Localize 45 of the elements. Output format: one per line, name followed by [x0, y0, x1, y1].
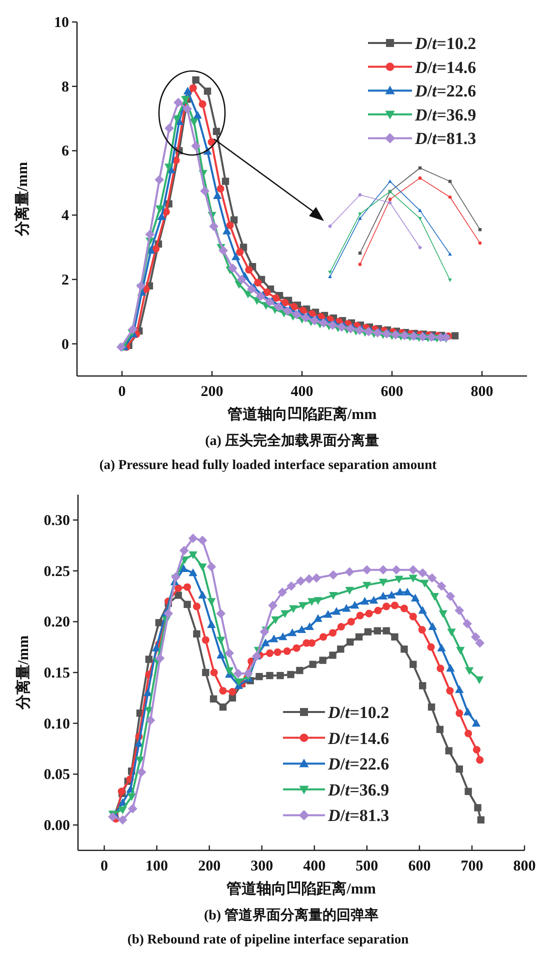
x-tick-label: 0	[118, 384, 126, 400]
x-tick-label: 0	[100, 858, 108, 874]
y-tick-label: 0.30	[44, 513, 70, 530]
x-tick-label: 800	[470, 384, 494, 400]
legend-label: D/t=14.6	[327, 728, 390, 748]
legend-label: D/t=22.6	[327, 754, 390, 774]
y-tick-label: 4	[62, 208, 70, 224]
x-tick-label: 600	[408, 858, 431, 874]
y-tick-label: 0.15	[44, 666, 70, 682]
legend-label: D/t=81.3	[327, 806, 390, 826]
y-tick-label: 0.05	[44, 767, 70, 784]
y-tick-label: 0.20	[44, 614, 70, 631]
y-tick-label: 0.25	[44, 564, 70, 580]
y-tick-label: 10	[54, 15, 69, 31]
y-tick-label: 0	[62, 336, 69, 353]
legend-label: D/t=36.9	[327, 780, 390, 800]
y-tick-label: 0.00	[44, 818, 70, 834]
legend-label: D/t=14.6	[414, 58, 476, 77]
x-axis-title: 管道轴向凹陷距离/mm	[226, 405, 378, 423]
legend-label: D/t=10.2	[414, 34, 476, 53]
text: (b) 管道界面分离量的回弹率	[204, 906, 379, 924]
y-axis-title: 分离量/mm	[13, 161, 31, 238]
text: (b) Rebound rate of pipeline interface separation	[127, 931, 410, 946]
x-tick-label: 100	[146, 858, 168, 874]
legend-label: D/t=22.6	[414, 82, 476, 101]
x-tick-label: 400	[290, 384, 314, 400]
x-tick-label: 800	[513, 858, 536, 874]
x-tick-label: 200	[198, 858, 221, 874]
x-axis-title: 管道轴向凹陷距离/mm	[226, 879, 376, 898]
y-axis-title: 分离量/mm	[14, 634, 32, 711]
x-tick-label: 500	[356, 858, 378, 874]
legend-label: D/t=81.3	[414, 129, 476, 148]
x-tick-label: 200	[200, 384, 224, 400]
legend-label: D/t=10.2	[327, 703, 390, 722]
y-tick-label: 0.10	[44, 716, 70, 732]
y-tick-label: 8	[62, 79, 69, 96]
x-tick-label: 600	[380, 384, 404, 400]
x-tick-label: 700	[460, 858, 484, 874]
x-tick-label: 400	[303, 858, 326, 874]
text: (a) Pressure head fully loaded interface separation amount	[99, 457, 438, 472]
text: (a) 压头完全加载界面分离量	[205, 432, 379, 449]
y-tick-label: 2	[62, 272, 69, 288]
x-tick-label: 300	[250, 858, 274, 874]
y-tick-label: 6	[62, 144, 70, 160]
legend-label: D/t=36.9	[414, 105, 476, 124]
